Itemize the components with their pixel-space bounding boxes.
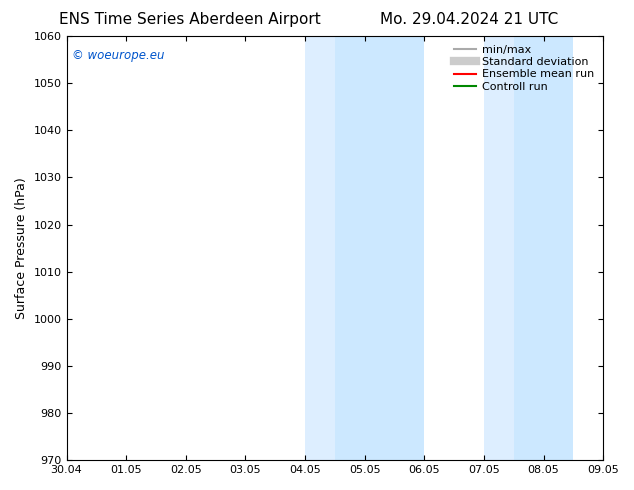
Legend: min/max, Standard deviation, Ensemble mean run, Controll run: min/max, Standard deviation, Ensemble me…: [451, 42, 598, 95]
Bar: [514, 36, 573, 460]
Text: ENS Time Series Aberdeen Airport: ENS Time Series Aberdeen Airport: [60, 12, 321, 27]
Bar: [484, 36, 514, 460]
Text: © woeurope.eu: © woeurope.eu: [72, 49, 164, 62]
Bar: [335, 36, 424, 460]
Bar: [305, 36, 335, 460]
Y-axis label: Surface Pressure (hPa): Surface Pressure (hPa): [15, 177, 28, 319]
Text: Mo. 29.04.2024 21 UTC: Mo. 29.04.2024 21 UTC: [380, 12, 559, 27]
